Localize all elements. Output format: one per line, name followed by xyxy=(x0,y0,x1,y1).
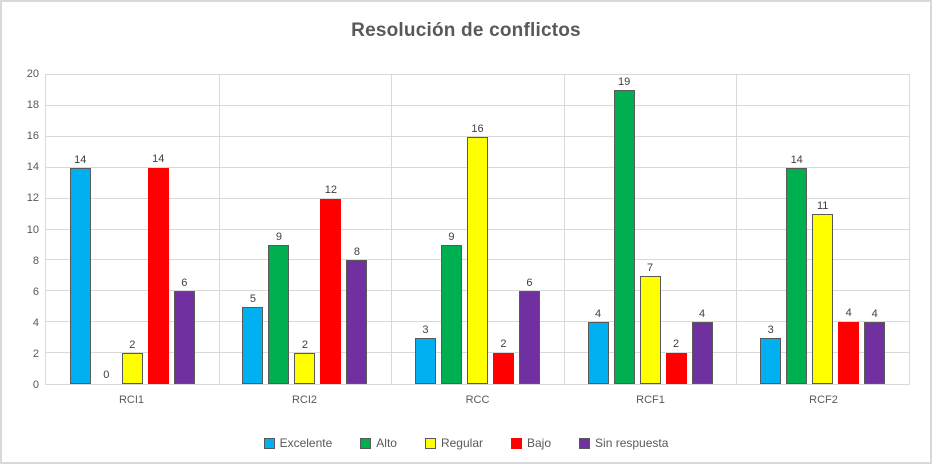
x-tick-label-rcc: RCC xyxy=(465,394,490,406)
bar-value-label: 4 xyxy=(845,307,852,320)
y-tick-label: 6 xyxy=(32,285,39,298)
bar-value-label: 2 xyxy=(673,338,680,351)
chart-title: Resolución de conflictos xyxy=(351,20,581,41)
bar-alto: 14 xyxy=(786,154,808,384)
bar-value-label: 12 xyxy=(324,183,338,196)
bar-sin-respuesta: 8 xyxy=(346,246,368,384)
bar-bajo: 4 xyxy=(838,307,860,384)
bar-sin-respuesta: 4 xyxy=(691,308,713,384)
bar-alto: 9 xyxy=(268,231,290,384)
legend-swatch-icon xyxy=(424,437,436,449)
bar-excelente: 4 xyxy=(587,308,609,384)
bar-value-label: 4 xyxy=(871,308,878,321)
bar-regular: 11 xyxy=(812,200,834,384)
gridline-vertical xyxy=(563,75,565,384)
legend: Excelente Alto Regular Bajo Sin respuesta xyxy=(2,436,930,450)
legend-swatch-icon xyxy=(511,437,522,449)
bar-value-label: 14 xyxy=(152,152,165,165)
bar-regular: 16 xyxy=(466,123,488,384)
y-tick-label: 10 xyxy=(26,223,39,236)
legend-label: Regular xyxy=(440,436,483,450)
y-tick-label: 20 xyxy=(26,68,39,80)
legend-label: Bajo xyxy=(527,436,552,450)
y-tick-label: 4 xyxy=(32,316,39,329)
bar-group-rcc: 3 9 16 2 6 xyxy=(391,75,564,384)
legend-item-alto: Alto xyxy=(360,436,397,450)
y-tick-label: 0 xyxy=(32,379,39,391)
bar-value-label: 19 xyxy=(617,76,631,89)
legend-label: Sin respuesta xyxy=(595,436,669,450)
legend-item-sin-respuesta: Sin respuesta xyxy=(579,436,668,450)
bar-value-label: 14 xyxy=(74,153,87,166)
y-tick-label: 8 xyxy=(32,254,39,267)
plot-area: 14 0 2 14 6 5 9 2 12 8 3 9 16 2 6 4 19 7 2 4 3 14 11 4 4 xyxy=(45,74,910,385)
bar-value-label: 6 xyxy=(526,277,533,290)
legend-label: Alto xyxy=(376,436,397,450)
bar-group-rci2: 5 9 2 12 8 xyxy=(219,75,392,384)
bar-value-label: 16 xyxy=(471,122,484,135)
legend-swatch-icon xyxy=(263,437,275,449)
bar-sin-respuesta: 6 xyxy=(518,277,540,384)
bar-regular: 2 xyxy=(121,339,143,384)
gridline-horizontal xyxy=(46,135,909,137)
bar-regular: 2 xyxy=(294,339,316,384)
legend-label: Excelente xyxy=(279,436,333,450)
bar-bajo: 2 xyxy=(665,338,687,384)
bar-value-label: 2 xyxy=(500,338,507,351)
y-tick-label: 16 xyxy=(26,130,39,143)
bar-value-label: 3 xyxy=(422,323,429,336)
gridline-vertical xyxy=(736,75,738,384)
y-tick-label: 2 xyxy=(32,347,39,360)
y-tick-label: 14 xyxy=(26,161,39,174)
bar-value-label: 4 xyxy=(595,308,602,321)
bar-value-label: 14 xyxy=(790,153,803,166)
bar-excelente: 3 xyxy=(760,324,782,384)
bar-sin-respuesta: 4 xyxy=(864,308,886,384)
bar-excelente: 3 xyxy=(414,324,436,384)
bar-bajo: 14 xyxy=(147,153,169,384)
bar-value-label: 5 xyxy=(249,292,256,305)
y-tick-label: 18 xyxy=(26,99,39,112)
bar-value-label: 8 xyxy=(353,246,360,259)
bar-bajo: 12 xyxy=(320,184,342,384)
bar-value-label: 6 xyxy=(181,277,188,290)
bar-excelente: 5 xyxy=(242,293,264,384)
gridline-vertical xyxy=(391,75,393,384)
legend-swatch-icon xyxy=(360,437,372,449)
bar-value-label: 11 xyxy=(816,200,829,213)
bar-alto: 19 xyxy=(613,76,635,384)
y-tick-label: 12 xyxy=(26,192,39,205)
x-tick-label-rci2: RCI2 xyxy=(291,394,318,406)
bar-group-rcf2: 3 14 11 4 4 xyxy=(736,75,909,384)
bar-regular: 7 xyxy=(639,262,661,384)
x-tick-label-rci1: RCI1 xyxy=(118,394,145,406)
bar-value-label: 0 xyxy=(103,369,110,381)
legend-item-excelente: Excelente xyxy=(263,436,333,450)
bar-bajo: 2 xyxy=(492,338,514,384)
bar-excelente: 14 xyxy=(69,154,91,384)
legend-item-bajo: Bajo xyxy=(511,436,551,450)
legend-item-regular: Regular xyxy=(424,436,483,450)
bar-value-label: 9 xyxy=(275,230,282,243)
bar-value-label: 4 xyxy=(699,308,706,321)
bar-value-label: 9 xyxy=(448,230,455,243)
bar-value-label: 7 xyxy=(647,261,654,274)
x-tick-label-rcf2: RCF2 xyxy=(809,394,838,406)
bar-group-rci1: 14 0 2 14 6 xyxy=(46,75,219,384)
x-tick-label-rcf1: RCF1 xyxy=(636,394,665,406)
bar-sin-respuesta: 6 xyxy=(173,277,195,384)
legend-swatch-icon xyxy=(579,437,591,449)
bar-group-rcf1: 4 19 7 2 4 xyxy=(564,75,737,384)
bar-value-label: 2 xyxy=(301,339,308,352)
gridline-horizontal xyxy=(46,104,909,106)
gridline-vertical xyxy=(218,75,220,384)
bar-value-label: 3 xyxy=(767,323,774,336)
bar-alto: 9 xyxy=(440,231,462,384)
bar-value-label: 2 xyxy=(129,339,136,352)
